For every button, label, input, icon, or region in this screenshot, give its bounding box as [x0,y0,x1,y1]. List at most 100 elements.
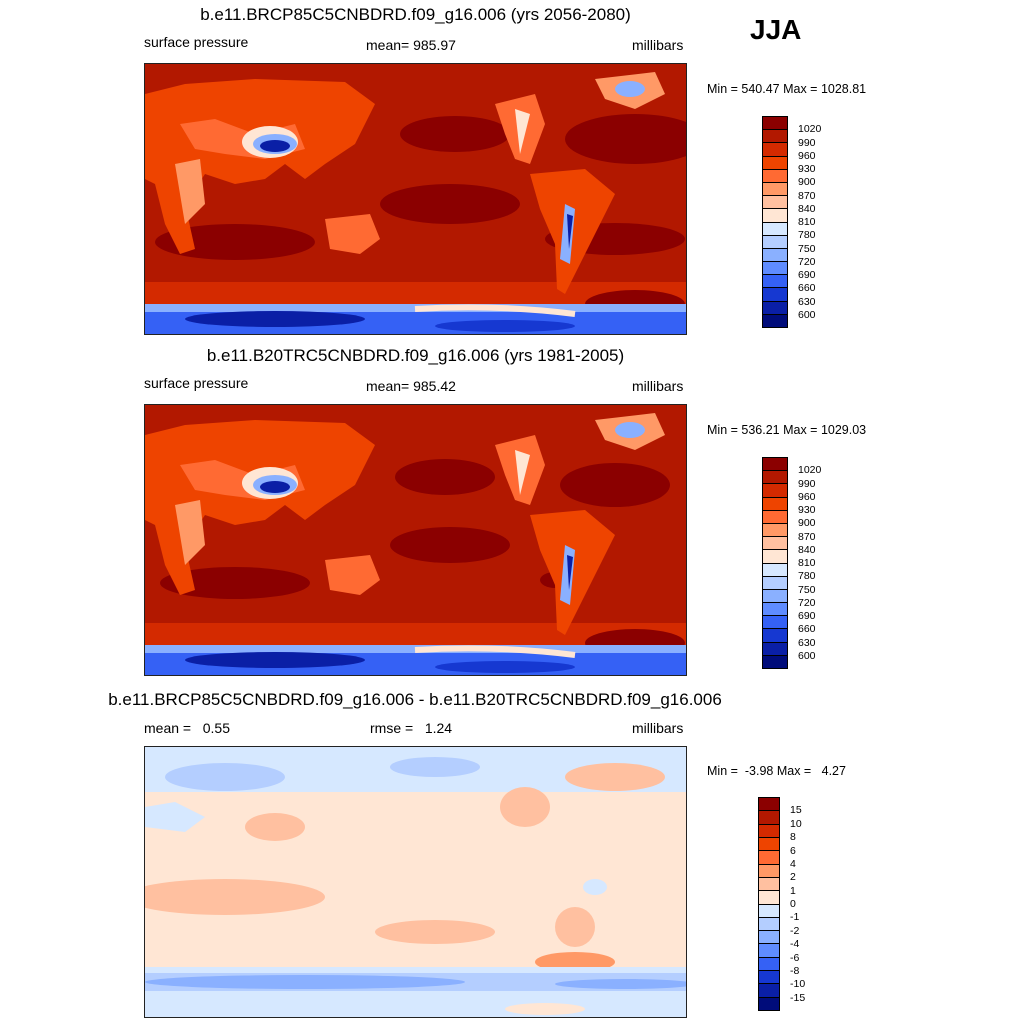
colorbar-label: 15 [790,804,802,817]
colorbar-swatch [759,877,779,892]
panel-1-units-label: millibars [632,37,684,53]
colorbar-label: 8 [790,831,796,844]
panel-1-variable-label: surface pressure [144,34,249,50]
colorbar-label: 630 [798,295,816,308]
panel-3-map [144,746,687,1018]
panel-3-rmse-label: rmse = 1.24 [370,720,453,736]
colorbar-swatch [763,563,787,577]
colorbar-label: 2 [790,871,796,884]
colorbar-label: -4 [790,938,800,951]
colorbar-swatch [763,248,787,263]
colorbar-label: 4 [790,857,796,870]
colorbar-swatch [763,550,787,564]
colorbar-swatch [763,603,787,617]
colorbar-label: 6 [790,844,796,857]
colorbar-label: 1020 [798,123,822,136]
colorbar-label: 900 [798,176,816,189]
colorbar-swatch [763,235,787,249]
colorbar-swatch [763,262,787,276]
colorbar-label: 870 [798,530,816,543]
panel-2-colorbar-labels: 1020 990 960 930 900 870 840 810 780 750 720 690… [798,457,838,669]
colorbar-swatch [759,811,779,825]
colorbar-swatch [759,931,779,945]
colorbar-label: 0 [790,898,796,910]
colorbar-swatch [763,497,787,511]
season-label: JJA [750,14,802,45]
panel-3-colorbar [758,797,780,1011]
colorbar-label: 690 [798,269,816,281]
colorbar-swatch [763,576,787,590]
colorbar-swatch [763,629,787,643]
panel-3-mean-label: mean = 0.55 [144,720,231,736]
colorbar-label: 810 [798,557,816,569]
colorbar-swatch [759,997,779,1010]
panel-2-minmax: Min = 536.21 Max = 1029.03 [707,423,867,437]
panel-1-title: b.e11.BRCP85C5CNBDRD.f09_g16.006 (yrs 20… [200,5,631,24]
colorbar-label: 780 [798,570,816,583]
colorbar-swatch [759,851,779,865]
colorbar-swatch [763,117,787,131]
colorbar-swatch [763,537,787,551]
colorbar-label: 10 [790,817,802,830]
colorbar-label: -10 [790,978,806,991]
colorbar-swatch [759,904,779,918]
colorbar-swatch [759,798,779,812]
colorbar-label: 660 [798,282,816,295]
colorbar-swatch [759,984,779,998]
colorbar-swatch [759,971,779,985]
colorbar-swatch [759,957,779,972]
colorbar-swatch [763,288,787,302]
panel-3-minmax: Min = -3.98 Max = 4.27 [707,764,846,778]
panel-2-map [144,404,687,676]
colorbar-swatch [763,458,787,472]
colorbar-swatch [763,275,787,289]
colorbar-label: -2 [790,924,800,937]
colorbar-swatch [763,196,787,210]
colorbar-swatch [763,642,787,656]
panel-1-colorbar [762,116,788,328]
colorbar-swatch [763,209,787,223]
panel-1-mean-label: mean= 985.97 [366,37,456,53]
colorbar-swatch [759,891,779,905]
colorbar-swatch [763,182,787,197]
colorbar-label: 960 [798,490,816,503]
colorbar-label: 810 [798,216,816,228]
colorbar-swatch [763,222,787,236]
colorbar-label: 960 [798,149,816,162]
colorbar-swatch [763,314,787,327]
colorbar-label: -15 [790,991,806,1004]
colorbar-label: 780 [798,229,816,242]
colorbar-swatch [763,130,787,144]
panel-3-title: b.e11.BRCP85C5CNBDRD.f09_g16.006 - b.e11… [108,690,722,709]
colorbar-swatch [763,655,787,668]
colorbar-label: 930 [798,163,816,175]
colorbar-label: 720 [798,596,816,609]
panel-2-title: b.e11.B20TRC5CNBDRD.f09_g16.006 (yrs 198… [206,346,625,365]
colorbar-label: 720 [798,255,816,268]
colorbar-label: -8 [790,964,800,977]
colorbar-swatch [763,589,787,604]
colorbar-label: 690 [798,610,816,622]
colorbar-label: 870 [798,189,816,202]
panel-1-colorbar-labels: 1020 990 960 930 900 870 840 810 780 750 720 690… [798,116,838,328]
colorbar-label: 600 [798,649,816,662]
colorbar-swatch [763,510,787,524]
colorbar-label: 900 [798,517,816,530]
colorbar-label: 660 [798,623,816,636]
colorbar-label: 750 [798,583,816,596]
colorbar-label: -1 [790,911,800,924]
colorbar-swatch [759,864,779,878]
colorbar-swatch [759,824,779,838]
colorbar-swatch [763,484,787,498]
colorbar-label: 840 [798,543,816,556]
colorbar-label: 990 [798,136,816,149]
colorbar-label: 750 [798,242,816,255]
colorbar-label: 990 [798,477,816,490]
colorbar-swatch [763,156,787,170]
panel-1-map [144,63,687,335]
colorbar-label: 930 [798,504,816,516]
panel-2-units-label: millibars [632,378,684,394]
colorbar-label: 600 [798,308,816,321]
panel-2-colorbar [762,457,788,669]
